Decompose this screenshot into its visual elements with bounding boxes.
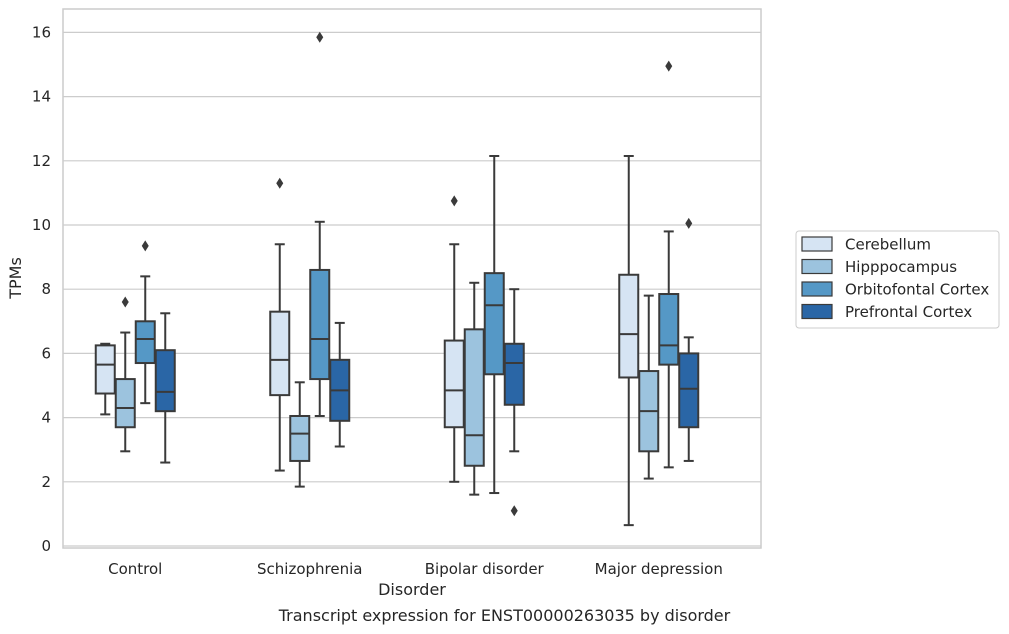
box-hipppocampus [638,294,660,480]
box-prefrontal-cortex [678,217,700,462]
outlier-point [665,60,673,72]
box-iqr [114,378,136,429]
gridlines [63,31,761,547]
legend-label: Orbitofontal Cortex [845,281,989,299]
outlier-point [450,195,458,207]
y-tick-label: 4 [41,409,51,427]
x-tick-labels: Control Schizophrenia Bipolar disorder Majo… [108,560,723,578]
y-tick-label: 16 [32,23,51,41]
y-tick-label: 2 [41,473,51,491]
box-orbitofontal-cortex [658,60,680,469]
y-tick-label: 12 [32,152,51,170]
box-prefrontal-cortex [503,288,525,517]
outlier-point [316,31,324,43]
plot-frame [62,8,762,549]
y-tick-label: 10 [32,216,51,234]
y-tick-label: 0 [41,537,51,555]
legend-label: Cerebellum [845,236,931,254]
x-tick-label: Schizophrenia [257,560,362,578]
legend-swatch [801,303,833,320]
box-iqr [463,328,485,467]
box-cerebellum [443,195,465,483]
x-tick-label: Major depression [595,560,723,578]
x-tick-label: Bipolar disorder [425,560,545,578]
outlier-point [510,505,518,517]
outlier-point [141,240,149,252]
box-iqr [289,414,311,462]
box-iqr [154,349,176,413]
box-orbitofontal-cortex [134,240,156,405]
legend-label: Hipppocampus [845,258,957,276]
legend: Cerebellum Hipppocampus Orbitofontal Corte… [795,230,1000,329]
box-iqr [618,273,640,379]
box-cerebellum [94,342,116,416]
y-tick-label: 8 [41,280,51,298]
box-hipppocampus [463,281,485,496]
box-iqr [309,268,331,381]
box-cerebellum [618,154,640,527]
y-tick-label: 14 [32,88,51,106]
box-iqr [443,339,465,429]
box-iqr [678,352,700,429]
box-iqr [269,310,291,397]
box-prefrontal-cortex [329,321,351,448]
box-iqr [134,320,156,365]
box-hipppocampus [289,381,311,488]
box-iqr [94,344,116,395]
box-hipppocampus [114,296,136,453]
plot-area [63,9,761,548]
y-axis-label: TPMs [6,257,25,300]
y-tick-labels: 0 2 4 6 8 10 12 14 16 [32,23,51,555]
box-prefrontal-cortex [154,312,176,464]
boxes [94,31,700,527]
legend-label: Prefrontal Cortex [845,303,972,321]
box-iqr [503,342,525,406]
box-orbitofontal-cortex [483,154,505,495]
box-orbitofontal-cortex [309,31,331,417]
legend-swatch [801,281,833,297]
box-iqr [483,272,505,376]
outlier-point [685,217,693,229]
legend-frame [795,230,1000,329]
legend-swatch [801,258,833,275]
outlier-point [121,296,129,308]
box-iqr [658,293,680,366]
y-tick-label: 6 [41,344,51,362]
outlier-point [276,177,284,189]
legend-swatch [801,236,833,252]
figure-caption: Transcript expression for ENST0000026303… [278,606,731,625]
x-tick-label: Control [108,560,162,578]
box-cerebellum [269,177,291,472]
x-axis-label: Disorder [378,580,446,599]
